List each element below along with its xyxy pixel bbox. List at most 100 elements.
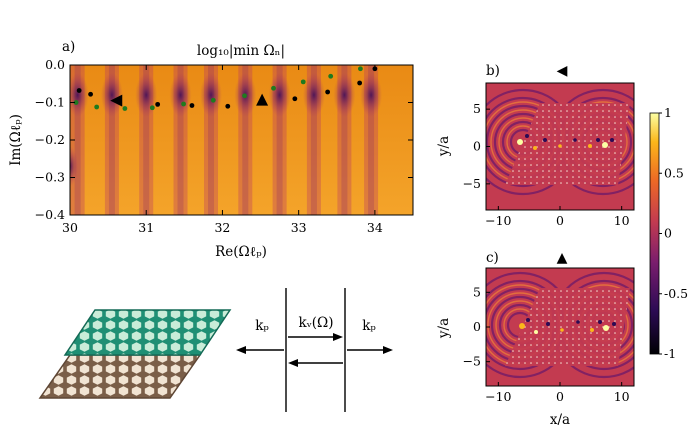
field-waves bbox=[486, 88, 634, 196]
colorbar-tick-label: 0 bbox=[664, 226, 672, 241]
panel-a-xlabel: Re(Ωℓₚ) bbox=[215, 244, 267, 260]
panel-c-ticks: −10 0 10 5 0 −5 bbox=[463, 284, 630, 404]
colorbar-gradient bbox=[649, 112, 660, 355]
green-point bbox=[271, 85, 276, 91]
black-point bbox=[292, 96, 298, 102]
edge-pole bbox=[70, 146, 78, 187]
y-tick-label: 5 bbox=[473, 101, 481, 116]
panel-b-label: b) bbox=[486, 63, 500, 79]
valley-pole bbox=[302, 73, 325, 117]
arrow-backward-head bbox=[288, 359, 298, 367]
y-tick-label: −0.3 bbox=[35, 170, 65, 185]
valley-core bbox=[341, 65, 348, 215]
black-point bbox=[225, 103, 231, 109]
x-tick-label: 30 bbox=[62, 220, 78, 235]
valley-core bbox=[108, 65, 115, 215]
colorbar: 1 0.5 0 -0.5 -1 bbox=[649, 105, 688, 361]
y-tick-label: −0.2 bbox=[35, 132, 65, 147]
green-point bbox=[358, 66, 363, 72]
panel-a-ticks: 30 31 32 33 34 0.0 −0.1 −0.2 −0.3 −0.4 bbox=[35, 57, 413, 235]
valley-pole bbox=[200, 73, 223, 117]
valley-core bbox=[310, 65, 317, 215]
colorbar-tick-label: -1 bbox=[664, 346, 676, 361]
arrow-left-head bbox=[236, 346, 246, 354]
valley-core bbox=[368, 65, 375, 215]
up-triangle-marker: ▲ bbox=[557, 250, 568, 266]
panel-a-title: log₁₀|min Ωₙ| bbox=[197, 43, 285, 59]
green-point bbox=[300, 79, 306, 85]
heatmap-points bbox=[73, 66, 378, 111]
colorbar-ticks: 1 0.5 0 -0.5 -1 bbox=[659, 105, 688, 361]
x-tick-label: 32 bbox=[214, 220, 230, 235]
green-point bbox=[328, 73, 334, 79]
black-point bbox=[88, 91, 93, 97]
left-triangle-marker: ◀ bbox=[557, 63, 568, 79]
valley-core bbox=[143, 65, 150, 215]
x-tick-label: 10 bbox=[614, 389, 630, 404]
panel-b-ylabel: y/a bbox=[436, 136, 452, 157]
panel-c: −10 0 10 5 0 −5 c) ▲ y/a x/a bbox=[436, 250, 635, 428]
green-point bbox=[181, 101, 186, 107]
valley-core bbox=[276, 65, 283, 215]
black-point bbox=[325, 89, 331, 95]
lattice-top bbox=[63, 309, 232, 356]
left-triangle-marker bbox=[110, 94, 123, 107]
black-point bbox=[189, 103, 195, 108]
valley-pole bbox=[333, 73, 356, 117]
y-tick-label: 0.0 bbox=[45, 57, 65, 72]
y-tick-label: −5 bbox=[463, 354, 481, 369]
valley-pole bbox=[135, 73, 158, 117]
green-point bbox=[210, 97, 216, 103]
x-tick-label: 0 bbox=[556, 389, 564, 404]
colorbar-tick-label: -0.5 bbox=[664, 286, 688, 301]
scattering-schematic bbox=[236, 288, 393, 412]
y-tick-label: 0 bbox=[473, 139, 481, 154]
valley-core bbox=[177, 65, 184, 215]
x-tick-label: 33 bbox=[291, 220, 307, 235]
y-tick-label: 0 bbox=[473, 319, 481, 334]
valley-core bbox=[208, 65, 215, 215]
valley-core bbox=[242, 65, 249, 215]
x-tick-label: 10 bbox=[614, 213, 630, 228]
valley-pole bbox=[360, 73, 383, 117]
arrow-forward-head bbox=[333, 333, 343, 341]
valley-core bbox=[74, 65, 81, 215]
y-tick-label: −5 bbox=[463, 176, 481, 191]
lattice-schematic bbox=[38, 309, 232, 399]
x-tick-label: −10 bbox=[485, 389, 511, 404]
panel-c-xlabel: x/a bbox=[550, 412, 570, 428]
up-triangle-marker bbox=[256, 93, 269, 106]
panel-c-label: c) bbox=[486, 250, 499, 266]
colorbar-tick-label: 0.5 bbox=[664, 165, 684, 180]
green-point bbox=[73, 100, 79, 105]
k-right-label: kₚ bbox=[362, 318, 376, 334]
green-point bbox=[122, 106, 128, 111]
k-middle-label: kᵥ(Ω) bbox=[299, 315, 334, 331]
x-tick-label: −10 bbox=[485, 213, 511, 228]
black-point bbox=[155, 101, 161, 107]
field-waves bbox=[486, 271, 634, 379]
black-point bbox=[76, 88, 82, 93]
green-point bbox=[242, 93, 247, 99]
green-point bbox=[149, 105, 155, 111]
y-tick-label: 5 bbox=[473, 284, 481, 299]
arrow-right-head bbox=[383, 346, 393, 354]
valley-pole bbox=[100, 73, 123, 117]
valley-pole bbox=[70, 73, 89, 117]
panel-b-ticks: −10 0 10 5 0 −5 bbox=[463, 101, 630, 228]
valley-pole bbox=[268, 73, 291, 117]
lattice-bottom bbox=[38, 354, 202, 399]
y-tick-label: −0.1 bbox=[35, 95, 65, 110]
panel-c-ylabel: y/a bbox=[436, 318, 452, 339]
x-tick-label: 31 bbox=[138, 220, 154, 235]
green-point bbox=[94, 104, 100, 110]
panel-a-ylabel: Im(Ωℓₚ) bbox=[8, 114, 24, 166]
panel-a: 30 31 32 33 34 0.0 −0.1 −0.2 −0.3 −0.4 a) log₁₀|m… bbox=[8, 39, 414, 260]
panel-a-label: a) bbox=[62, 39, 75, 55]
panel-b: −10 0 10 5 0 −5 b) ◀ y/a bbox=[436, 63, 635, 228]
x-tick-label: 34 bbox=[367, 220, 383, 235]
y-tick-label: −0.4 bbox=[35, 207, 65, 222]
k-left-label: kₚ bbox=[255, 318, 269, 334]
colorbar-tick-label: 1 bbox=[664, 105, 672, 120]
